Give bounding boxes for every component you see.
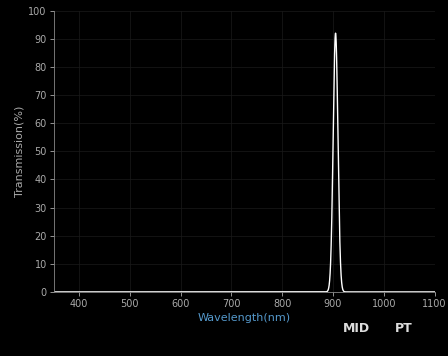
Text: MID: MID bbox=[343, 322, 370, 335]
Circle shape bbox=[370, 326, 375, 329]
X-axis label: Wavelength(nm): Wavelength(nm) bbox=[198, 313, 291, 323]
Text: PT: PT bbox=[395, 322, 412, 335]
Y-axis label: Transmission(%): Transmission(%) bbox=[14, 106, 24, 197]
